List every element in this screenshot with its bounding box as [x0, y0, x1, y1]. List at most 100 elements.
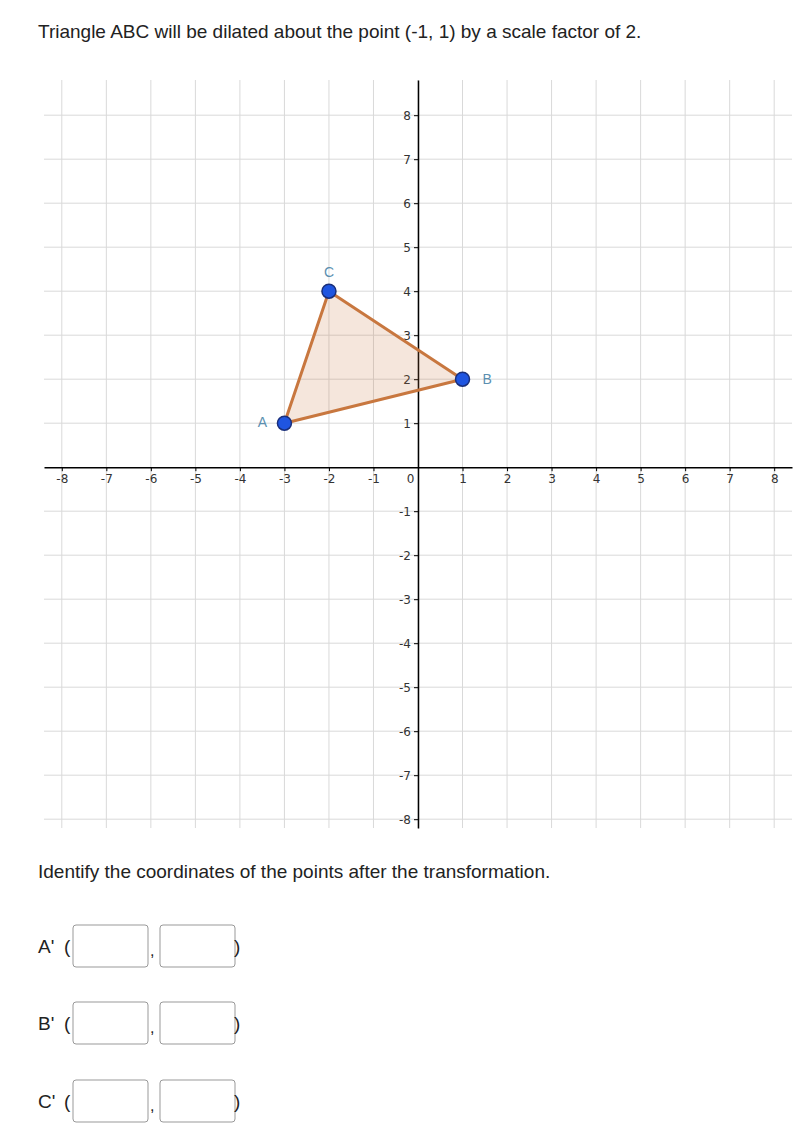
y-input[interactable]: [160, 1002, 235, 1044]
grid-line: [640, 80, 641, 828]
grid-line: [239, 80, 240, 828]
x-tick: -8: [56, 467, 68, 486]
x-tick-label: 1: [459, 472, 467, 486]
y-tick-mark: [414, 159, 418, 160]
y-tick-label: 6: [403, 197, 411, 211]
y-tick-mark: [414, 335, 418, 336]
x-tick-label: 2: [504, 472, 512, 486]
x-tick-mark: [151, 467, 152, 471]
y-tick: -2: [399, 549, 418, 563]
x-tick-label: -1: [368, 472, 380, 486]
grid-line: [551, 80, 552, 828]
field-label: B': [38, 1013, 54, 1034]
x-tick-mark: [774, 467, 775, 471]
y-tick-label: -1: [399, 505, 411, 519]
x-tick: 8: [771, 467, 779, 486]
y-tick-label: -3: [399, 593, 411, 607]
x-tick-label: 4: [593, 472, 601, 486]
comma: ,: [150, 1019, 154, 1036]
grid-line: [328, 80, 329, 828]
y-input[interactable]: [160, 925, 235, 967]
open-paren: (: [64, 1091, 71, 1112]
y-tick: 4: [403, 285, 418, 299]
grid-line: [462, 80, 463, 828]
y-tick-label: 1: [403, 417, 411, 431]
x-tick: 3: [548, 467, 556, 486]
y-tick-mark: [414, 511, 418, 512]
y-tick-label: 4: [403, 285, 411, 299]
y-tick-mark: [414, 687, 418, 688]
x-tick-label: -3: [279, 472, 291, 486]
answer-row: B'(,): [38, 1002, 240, 1044]
field-label: A': [38, 936, 54, 957]
x-input[interactable]: [73, 1080, 148, 1122]
grid-line: [284, 80, 285, 828]
y-tick: -6: [399, 725, 418, 739]
x-tick-mark: [195, 467, 196, 471]
y-input[interactable]: [160, 1080, 235, 1122]
x-tick-mark: [284, 467, 285, 471]
y-tick: -8: [399, 813, 418, 827]
x-tick-mark: [240, 467, 241, 471]
x-tick-mark: [552, 467, 553, 471]
x-tick: 4: [593, 467, 601, 486]
question: Identify the coordinates of the points a…: [38, 861, 550, 882]
y-tick-mark: [414, 819, 418, 820]
y-tick-label: -7: [399, 769, 411, 783]
y-tick-mark: [414, 115, 418, 116]
x-tick-label: -4: [234, 472, 246, 486]
comma: ,: [150, 1097, 154, 1114]
y-tick: -4: [399, 637, 418, 651]
y-tick-label: -2: [399, 549, 411, 563]
x-tick-mark: [641, 467, 642, 471]
x-tick-mark: [730, 467, 731, 471]
grid-line: [106, 80, 107, 828]
x-tick-label: -5: [190, 472, 202, 486]
x-tick: 5: [637, 467, 645, 486]
x-input[interactable]: [73, 925, 148, 967]
grid-line: [150, 80, 151, 828]
x-tick-mark: [106, 467, 107, 471]
x-tick: -6: [145, 467, 157, 486]
y-tick-label: 8: [403, 109, 411, 123]
point-label: B: [483, 371, 492, 387]
x-tick-mark: [373, 467, 374, 471]
x-tick-mark: [62, 467, 63, 471]
y-tick: 6: [403, 197, 418, 211]
vertex: [322, 284, 336, 298]
x-tick-mark: [685, 467, 686, 471]
x-tick-label: 6: [682, 472, 690, 486]
y-axis-line: [418, 81, 420, 829]
y-tick-mark: [414, 291, 418, 292]
y-tick-mark: [414, 203, 418, 204]
x-tick: -4: [234, 467, 246, 486]
x-tick: -5: [190, 467, 202, 486]
y-tick: -7: [399, 769, 418, 783]
y-tick-mark: [414, 643, 418, 644]
y-tick-label: -8: [399, 813, 411, 827]
open-paren: (: [64, 1013, 71, 1034]
x-tick: -7: [101, 467, 113, 486]
page: Triangle ABC will be dilated about the p…: [0, 0, 800, 1126]
open-paren: (: [64, 936, 71, 957]
y-tick: 7: [403, 153, 418, 167]
comma: ,: [150, 942, 154, 959]
y-tick: 5: [403, 241, 418, 255]
field-label: C': [38, 1091, 55, 1112]
y-tick: 1: [403, 417, 418, 431]
x-tick-label: 3: [548, 472, 556, 486]
grid-line: [61, 80, 62, 828]
grid-line: [729, 80, 730, 828]
x-tick: 6: [682, 467, 690, 486]
close-paren: ): [234, 936, 240, 957]
x-tick-label: 5: [637, 472, 645, 486]
x-input[interactable]: [73, 1002, 148, 1044]
triangle: [284, 291, 462, 423]
grid-line: [418, 80, 419, 828]
grid-line: [774, 80, 775, 828]
close-paren: ): [234, 1091, 240, 1112]
y-tick-label: -6: [399, 725, 411, 739]
x-tick-mark: [329, 467, 330, 471]
y-tick-mark: [414, 423, 418, 424]
y-tick-mark: [414, 599, 418, 600]
